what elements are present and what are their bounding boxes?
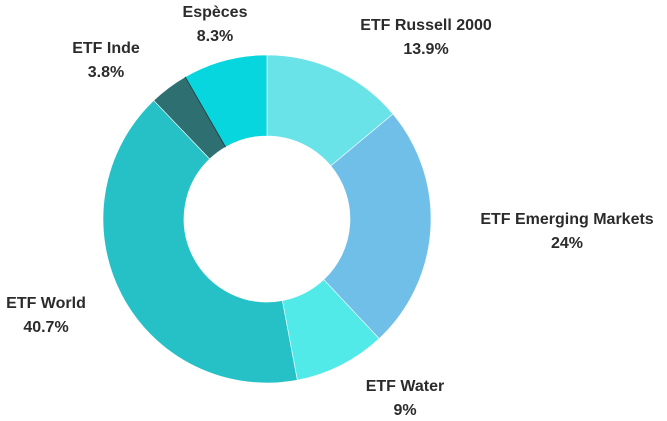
slice-label: ETF World [6, 295, 86, 312]
slice-percent-label: 24% [551, 235, 583, 252]
slice-etf-world [102, 99, 298, 384]
slice-percent-label: 13.9% [403, 41, 448, 58]
slice-label: ETF Emerging Markets [480, 211, 653, 228]
slice-label: Espèces [183, 4, 248, 21]
slice-percent-label: 40.7% [23, 319, 68, 336]
slice-percent-label: 8.3% [197, 28, 233, 45]
slice-esp-ces [184, 54, 268, 148]
slice-percent-label: 9% [393, 402, 416, 419]
slice-label: ETF Inde [72, 40, 140, 57]
slice-percent-label: 3.8% [88, 64, 124, 81]
slice-etf-emerging-markets [323, 113, 432, 340]
slice-label: ETF Russell 2000 [360, 17, 492, 34]
slice-separator [184, 76, 226, 148]
slice-label: ETF Water [366, 378, 445, 395]
